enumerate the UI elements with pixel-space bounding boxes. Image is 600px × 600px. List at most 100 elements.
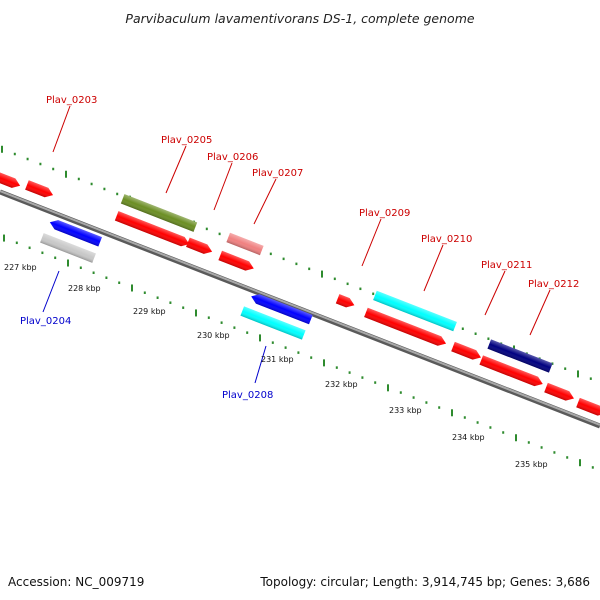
major-tick: [3, 234, 5, 242]
minor-tick: [553, 451, 556, 454]
gene-feature[interactable]: [335, 294, 356, 310]
label-connector-line: [484, 270, 506, 316]
minor-tick: [269, 252, 272, 256]
gene-features: [0, 171, 600, 418]
major-tick: [259, 334, 261, 342]
minor-tick: [425, 401, 428, 404]
gene-shading: [114, 211, 190, 247]
gene-feature[interactable]: [487, 339, 553, 373]
kbp-label: 235 kbp: [515, 460, 548, 469]
minor-tick: [333, 277, 336, 281]
gene-feature[interactable]: [48, 218, 102, 247]
gene-label-plav-0206[interactable]: Plav_0206: [207, 152, 258, 163]
minor-tick: [79, 266, 82, 270]
minor-tick: [297, 351, 300, 354]
minor-tick: [156, 296, 159, 299]
kbp-label: 234 kbp: [452, 433, 485, 442]
minor-tick: [399, 391, 402, 394]
major-tick: [1, 145, 3, 153]
gene-label-plav-0203[interactable]: Plav_0203: [46, 95, 97, 106]
minor-tick: [372, 292, 375, 296]
gene-feature[interactable]: [120, 194, 198, 232]
label-connector-line: [52, 105, 71, 153]
gene-shading: [49, 220, 102, 247]
minor-tick: [54, 256, 57, 260]
label-connector-line: [254, 345, 267, 384]
minor-tick: [26, 157, 29, 161]
gene-label-plav-0205[interactable]: Plav_0205: [161, 135, 212, 146]
kbp-label: 230 kbp: [197, 331, 230, 340]
gene-label-plav-0209[interactable]: Plav_0209: [359, 208, 410, 219]
gene-label-plav-0211[interactable]: Plav_0211: [481, 260, 532, 271]
minor-tick: [310, 356, 313, 359]
gene-feature[interactable]: [249, 292, 313, 325]
gene-feature[interactable]: [576, 397, 600, 418]
gene-feature[interactable]: [114, 211, 191, 249]
minor-tick: [527, 441, 530, 444]
gene-shading: [364, 307, 447, 346]
gene-feature[interactable]: [0, 171, 22, 191]
minor-tick: [359, 287, 362, 291]
gene-shading: [487, 339, 553, 373]
gene-label-plav-0210[interactable]: Plav_0210: [421, 234, 472, 245]
gene-label-plav-0212[interactable]: Plav_0212: [528, 279, 579, 290]
major-tick: [131, 284, 133, 292]
major-tick: [65, 170, 67, 178]
accession-text: Accession: NC_009719: [8, 575, 144, 589]
label-connector-line: [42, 270, 60, 313]
gene-feature[interactable]: [373, 290, 457, 332]
minor-tick: [182, 306, 185, 309]
minor-tick: [487, 337, 490, 340]
minor-tick: [589, 377, 592, 380]
minor-tick: [77, 177, 80, 181]
minor-tick: [284, 346, 287, 349]
minor-tick: [92, 271, 95, 275]
minor-tick: [412, 396, 415, 399]
label-connector-line: [165, 145, 187, 194]
gene-feature[interactable]: [25, 180, 55, 199]
minor-tick: [476, 421, 479, 424]
gene-feature[interactable]: [479, 355, 544, 388]
gene-feature[interactable]: [40, 233, 96, 263]
minor-tick: [15, 241, 18, 245]
minor-tick: [13, 152, 16, 156]
gene-shading: [373, 290, 457, 332]
kbp-label: 228 kbp: [68, 284, 101, 293]
gene-feature[interactable]: [218, 250, 255, 273]
major-tick: [67, 259, 69, 267]
minor-tick: [591, 466, 594, 469]
minor-tick: [564, 367, 567, 370]
gene-shading: [25, 180, 54, 198]
gene-feature[interactable]: [226, 232, 264, 256]
major-tick: [451, 409, 453, 417]
label-connector-line: [423, 244, 444, 292]
minor-tick: [463, 416, 466, 419]
gene-shading: [40, 233, 96, 263]
kbp-label: 229 kbp: [133, 307, 166, 316]
gene-label-plav-0207[interactable]: Plav_0207: [252, 168, 303, 179]
minor-tick: [438, 406, 441, 409]
gene-feature[interactable]: [451, 341, 483, 362]
minor-tick: [361, 376, 364, 379]
minor-tick: [118, 281, 121, 284]
gene-label-plav-0208[interactable]: Plav_0208: [222, 390, 273, 401]
gene-shading: [576, 397, 600, 416]
minor-tick: [143, 291, 146, 294]
gene-shading: [186, 237, 213, 254]
minor-tick: [205, 227, 208, 231]
map-title: Parvibaculum lavamentivorans DS-1, compl…: [125, 11, 474, 26]
gene-label-plav-0204[interactable]: Plav_0204: [20, 316, 71, 327]
major-tick: [195, 309, 197, 317]
minor-tick: [103, 187, 106, 191]
major-tick: [579, 459, 581, 467]
minor-tick: [105, 276, 108, 279]
gene-feature[interactable]: [240, 306, 306, 340]
major-tick: [323, 359, 325, 367]
label-connectors: [42, 105, 551, 384]
gene-feature[interactable]: [186, 237, 214, 257]
gene-feature[interactable]: [544, 382, 576, 403]
minor-tick: [540, 446, 543, 449]
gene-feature[interactable]: [364, 307, 448, 349]
minor-tick: [207, 316, 210, 319]
